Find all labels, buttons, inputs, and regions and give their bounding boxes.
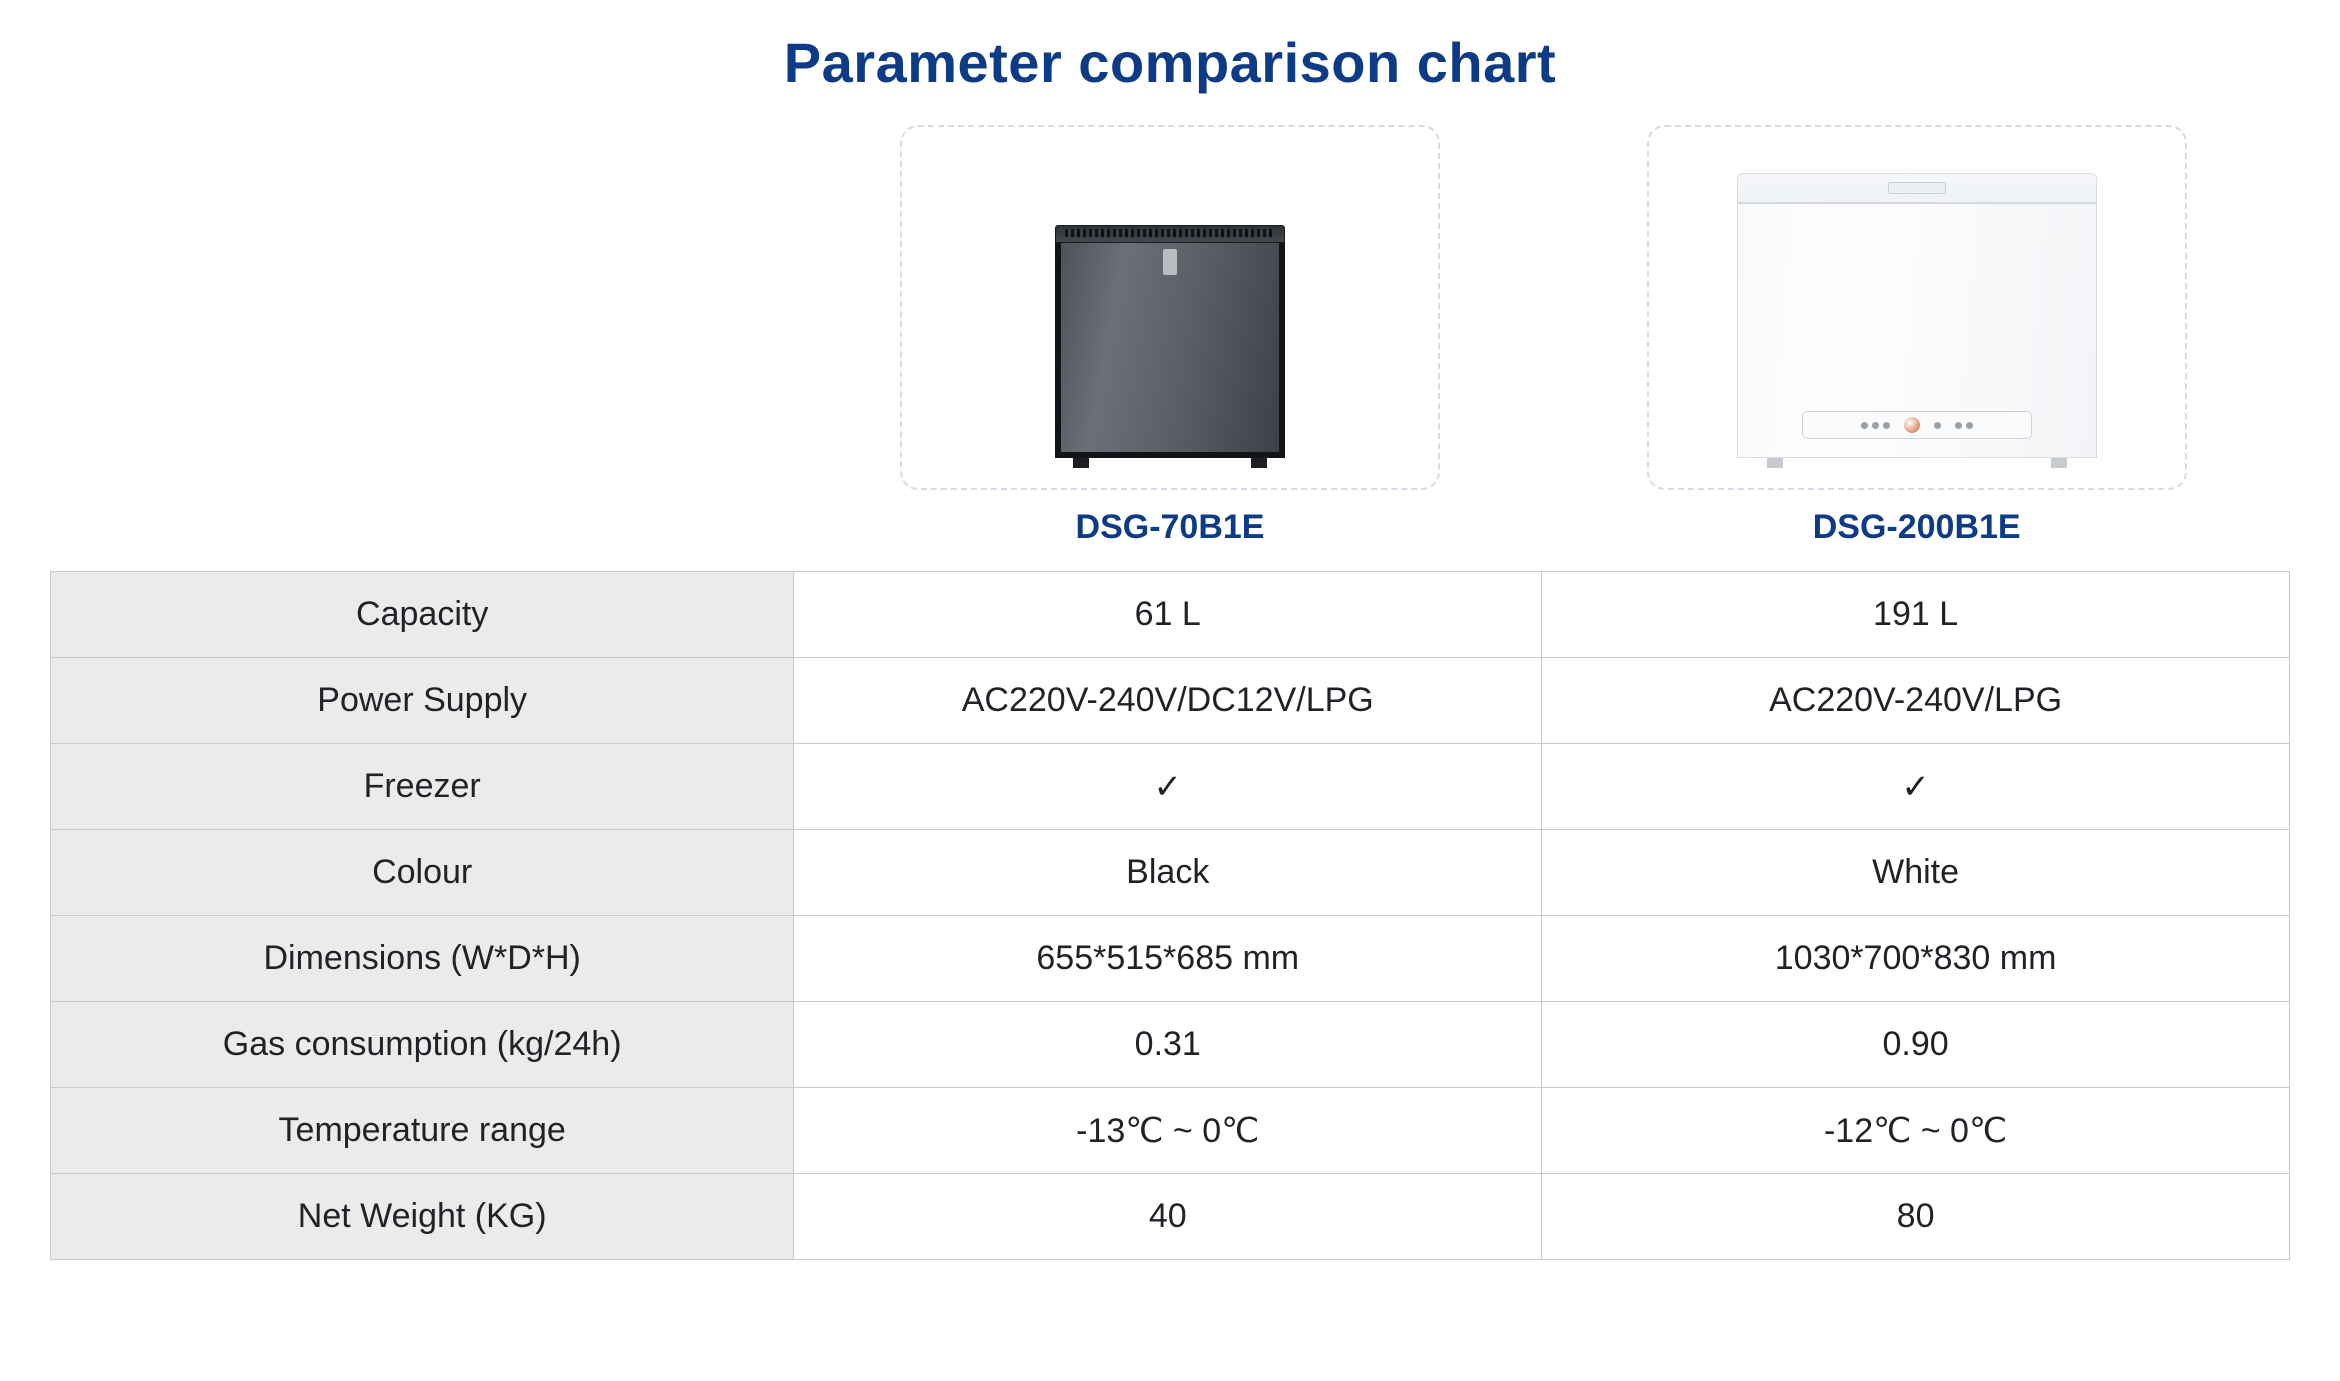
table-row: Capacity61 L191 L [51, 572, 2290, 658]
param-value-b: AC220V-240V/LPG [1542, 658, 2290, 744]
param-label: Gas consumption (kg/24h) [51, 1002, 794, 1088]
param-value-a: -13℃ ~ 0℃ [794, 1088, 1542, 1174]
param-label: Temperature range [51, 1088, 794, 1174]
product-name-b: DSG-200B1E [1813, 508, 2021, 547]
param-value-a: AC220V-240V/DC12V/LPG [794, 658, 1542, 744]
header-spacer [50, 125, 797, 571]
param-label: Colour [51, 830, 794, 916]
param-value-b: 80 [1542, 1174, 2290, 1260]
param-label: Dimensions (W*D*H) [51, 916, 794, 1002]
comparison-table: Capacity61 L191 LPower SupplyAC220V-240V… [50, 571, 2290, 1260]
table-row: Gas consumption (kg/24h)0.310.90 [51, 1002, 2290, 1088]
param-value-b: 0.90 [1542, 1002, 2290, 1088]
param-value-a: 655*515*685 mm [794, 916, 1542, 1002]
param-value-b: 1030*700*830 mm [1542, 916, 2290, 1002]
param-value-a: 40 [794, 1174, 1542, 1260]
param-value-b: ✓ [1542, 744, 2290, 830]
param-label: Net Weight (KG) [51, 1174, 794, 1260]
param-value-a: 61 L [794, 572, 1542, 658]
param-label: Freezer [51, 744, 794, 830]
param-value-b: -12℃ ~ 0℃ [1542, 1088, 2290, 1174]
product-image-a [900, 125, 1440, 490]
table-row: Temperature range-13℃ ~ 0℃-12℃ ~ 0℃ [51, 1088, 2290, 1174]
product-header-row: DSG-70B1E DSG-200B1E [50, 125, 2290, 571]
param-value-a: Black [794, 830, 1542, 916]
table-row: Dimensions (W*D*H)655*515*685 mm1030*700… [51, 916, 2290, 1002]
product-name-a: DSG-70B1E [1076, 508, 1265, 547]
page-title: Parameter comparison chart [50, 30, 2290, 95]
param-value-a: ✓ [794, 744, 1542, 830]
freezer-b-illustration [1737, 173, 2097, 468]
param-value-b: 191 L [1542, 572, 2290, 658]
param-label: Capacity [51, 572, 794, 658]
table-row: ColourBlackWhite [51, 830, 2290, 916]
param-label: Power Supply [51, 658, 794, 744]
product-image-b [1647, 125, 2187, 490]
param-value-b: White [1542, 830, 2290, 916]
table-row: Net Weight (KG)4080 [51, 1174, 2290, 1260]
param-value-a: 0.31 [794, 1002, 1542, 1088]
freezer-a-illustration [1055, 225, 1285, 468]
comparison-table-body: Capacity61 L191 LPower SupplyAC220V-240V… [51, 572, 2290, 1260]
product-col-b: DSG-200B1E [1543, 125, 2290, 571]
product-col-a: DSG-70B1E [797, 125, 1544, 571]
table-row: Power SupplyAC220V-240V/DC12V/LPGAC220V-… [51, 658, 2290, 744]
table-row: Freezer✓✓ [51, 744, 2290, 830]
